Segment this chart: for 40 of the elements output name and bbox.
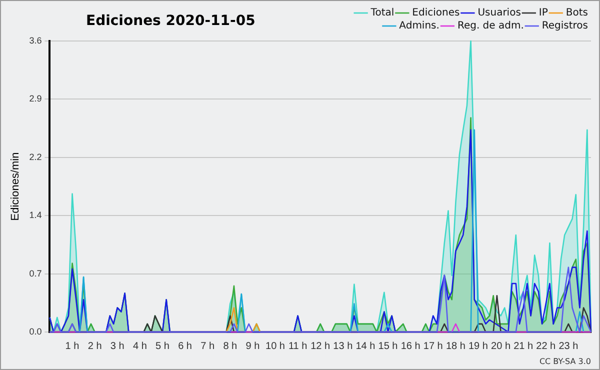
x-tick-label: 8 h: [223, 340, 238, 352]
x-tick-label: 23 h: [558, 340, 578, 352]
y-tick-label: 2.2: [29, 152, 42, 162]
x-tick-label: 9 h: [246, 340, 260, 352]
chart-title: Ediciones 2020-11-05: [86, 13, 256, 29]
x-tick-label: 16 h: [400, 340, 420, 352]
legend-label: Bots: [566, 8, 588, 19]
y-tick-label: 1.4: [29, 210, 42, 220]
legend-label: Ediciones: [412, 8, 460, 19]
legend-label: Reg. de adm.: [457, 20, 524, 32]
y-tick-label: 0.0: [29, 326, 42, 336]
text: CC BY-SA 3.0: [539, 357, 591, 366]
x-tick-label: 13 h: [333, 340, 353, 352]
x-tick-label: 2 h: [88, 340, 102, 352]
x-tick-label: 5 h: [156, 340, 170, 352]
x-tick-label: 3 h: [110, 340, 124, 352]
y-tick-label: 0.7: [29, 268, 42, 278]
x-tick-label: 22 h: [536, 340, 556, 352]
x-tick-label: 11 h: [288, 340, 308, 352]
x-tick-label: 14 h: [356, 340, 376, 352]
x-tick-label: 17 h: [423, 340, 443, 352]
x-tick-label: 15 h: [378, 340, 398, 352]
legend-label: Registros: [542, 20, 588, 32]
x-tick-label: 20 h: [491, 340, 511, 352]
x-tick-label: 21 h: [514, 340, 534, 352]
y-tick-label: 2.9: [29, 94, 42, 104]
y-tick-label: 3.6: [29, 35, 42, 46]
x-tick-label: 1 h: [65, 340, 80, 352]
x-tick-label: 19 h: [468, 340, 488, 352]
legend-label: Total: [370, 8, 394, 19]
x-tick-label: 12 h: [310, 340, 330, 352]
x-tick-label: 18 h: [446, 340, 466, 352]
y-axis-title: Ediciones/min: [10, 152, 22, 221]
legend-label: Usuarios: [478, 8, 521, 19]
legend-label: Admins.: [399, 20, 440, 32]
x-tick-label: 6 h: [178, 340, 192, 352]
x-tick-label: 4 h: [132, 340, 147, 352]
x-tick-label: 7 h: [200, 340, 215, 352]
x-tick-label: 10 h: [266, 340, 285, 352]
legend-label: IP: [538, 8, 548, 19]
